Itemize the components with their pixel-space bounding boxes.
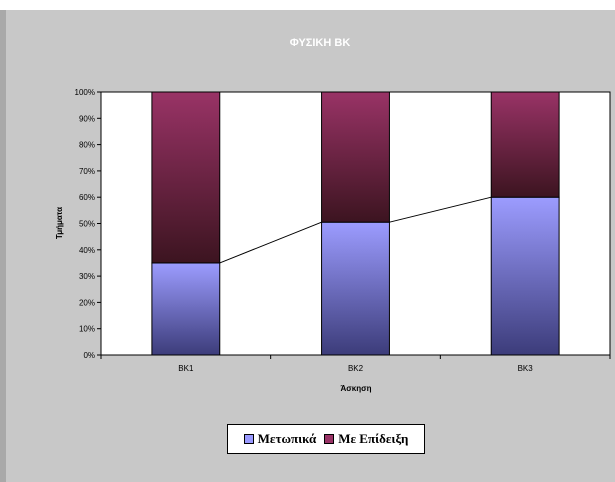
legend-swatch-series-2 — [324, 434, 335, 444]
series-line — [219, 221, 322, 264]
x-tick-label: BK2 — [348, 364, 364, 373]
legend-label-series-2: Με Επίδειξη — [338, 431, 409, 446]
y-axis-label: Τμήματα — [55, 207, 64, 239]
y-tick-label: 100% — [75, 88, 95, 97]
legend-label-series-1: Μετωπικά — [257, 431, 317, 446]
y-tick-label: 50% — [79, 220, 95, 229]
y-tick-label: 60% — [79, 193, 95, 202]
bar-me-epideixi — [490, 91, 560, 198]
y-tick-label: 30% — [79, 272, 95, 281]
chart-title: ΦΥΣΙΚΗ ΒΚ — [290, 37, 351, 49]
bar-metopika — [490, 196, 560, 356]
chart-left-border — [0, 10, 6, 482]
y-tick-label: 80% — [79, 141, 95, 150]
chart-legend: Μετωπικά Με Επίδειξη — [227, 424, 425, 454]
bar-metopika — [321, 221, 390, 356]
y-tick-label: 0% — [83, 351, 95, 360]
y-tick-label: 70% — [79, 167, 95, 176]
y-tick-label: 90% — [79, 114, 95, 123]
legend-item-series-1: Μετωπικά — [243, 431, 317, 447]
bar-metopika — [151, 262, 221, 356]
y-tick-label: 10% — [79, 325, 95, 334]
x-axis-label: Άσκηση — [341, 384, 372, 393]
y-tick-label: 20% — [79, 298, 95, 307]
legend-swatch-series-1 — [243, 434, 254, 444]
legend-item-series-2: Με Επίδειξη — [324, 431, 408, 447]
x-tick-label: BK3 — [518, 364, 534, 373]
bar-me-epideixi — [151, 91, 221, 264]
x-tick-label: BK1 — [178, 364, 194, 373]
series-line — [389, 196, 492, 223]
y-tick-label: 40% — [79, 246, 95, 255]
bar-me-epideixi — [321, 91, 390, 223]
